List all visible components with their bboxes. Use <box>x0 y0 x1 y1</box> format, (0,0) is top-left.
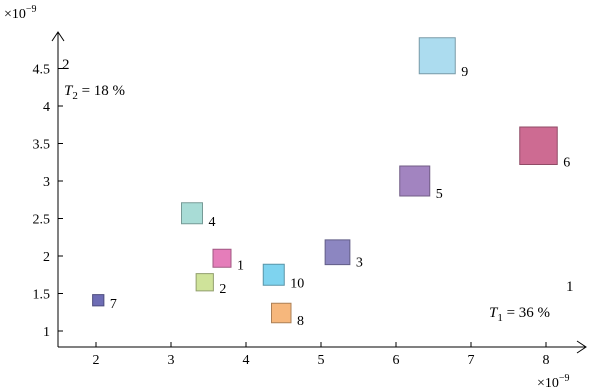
t2-symbol: T <box>64 83 74 99</box>
marker-5 <box>399 165 431 197</box>
x-axis-multiplier: ×10−9 <box>537 373 570 391</box>
marker-label-10: 10 <box>290 276 304 291</box>
y-tick-label: 2.5 <box>33 213 51 228</box>
x-tick-label: 3 <box>168 353 175 368</box>
marker-6 <box>519 126 558 165</box>
y-axis-multiplier: ×10−9 <box>4 4 37 22</box>
marker-7 <box>92 294 105 307</box>
y-tick-label: 3 <box>43 175 50 190</box>
marker-label-5: 5 <box>436 187 443 202</box>
marker-label-4: 4 <box>209 215 216 230</box>
x-tick-label: 5 <box>318 353 325 368</box>
marker-3 <box>324 239 351 266</box>
marker-10 <box>262 263 285 286</box>
x-tick-label: 2 <box>93 353 100 368</box>
t2-subscript: 2 <box>72 90 78 102</box>
t1-number: 1 <box>566 279 574 295</box>
marker-label-9: 9 <box>461 65 468 80</box>
y-tick-label: 4.5 <box>33 63 51 78</box>
t1-symbol: T <box>489 305 499 321</box>
x-tick-label: 8 <box>543 353 550 368</box>
x-tick-label: 4 <box>243 353 250 368</box>
y-tick-label: 1.5 <box>33 288 51 303</box>
y-axis-arrow <box>51 31 65 42</box>
y-tick-label: 1 <box>43 325 50 340</box>
marker-label-1: 1 <box>237 258 244 273</box>
t1-annotation: T1 = 36 % <box>489 305 550 324</box>
marker-label-7: 7 <box>110 297 117 312</box>
x-ticks: 2 3 4 5 6 7 8 <box>93 342 550 368</box>
marker-9 <box>418 37 456 75</box>
marker-4 <box>181 202 203 225</box>
marker-label-6: 6 <box>563 156 570 171</box>
y-ticks: 1 1.5 2 2.5 3 3.5 4 4.5 <box>33 63 63 340</box>
y-tick-label: 4 <box>43 100 50 115</box>
t2-annotation: T2 = 18 % <box>64 83 125 102</box>
x-tick-label: 7 <box>468 353 475 368</box>
t2-value: = 18 % <box>78 83 125 99</box>
marker-label-3: 3 <box>356 256 363 271</box>
marker-1 <box>212 248 232 268</box>
y-tick-label: 2 <box>43 250 50 265</box>
x-tick-label: 6 <box>393 353 400 368</box>
t1-subscript: 1 <box>497 312 503 324</box>
t1-value: = 36 % <box>503 305 550 321</box>
marker-label-8: 8 <box>297 314 304 329</box>
y-tick-label: 3.5 <box>33 138 51 153</box>
marker-label-2: 2 <box>219 282 226 297</box>
x-axis-arrow <box>576 340 587 354</box>
marker-2 <box>195 273 214 292</box>
marker-8 <box>271 302 292 324</box>
t2-number: 2 <box>62 57 70 73</box>
